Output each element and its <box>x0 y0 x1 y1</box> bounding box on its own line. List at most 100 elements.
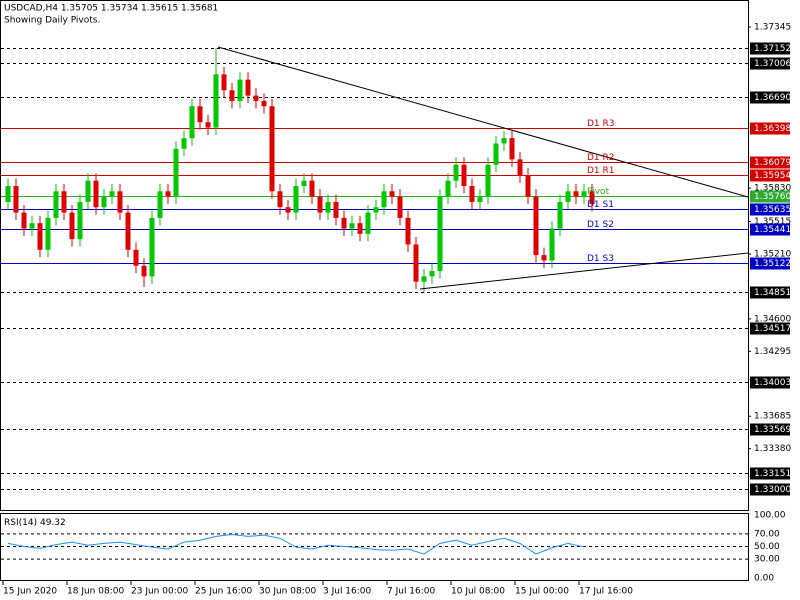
candle-body <box>93 180 99 208</box>
y-tick-label: 1.35830 <box>754 184 791 194</box>
x-tick-label: 30 Jun 08:00 <box>259 587 316 597</box>
level-price-box <box>750 483 790 496</box>
candle-body <box>589 191 595 205</box>
x-tick-label: 17 Jul 16:00 <box>579 587 633 597</box>
candle-body <box>501 138 507 144</box>
symbol-line: USDCAD,H4 1.35705 1.35734 1.35615 1.3568… <box>4 4 218 14</box>
candle-body <box>45 217 51 250</box>
candle-body <box>197 106 203 123</box>
trend-line <box>419 252 749 290</box>
candle-body <box>61 191 67 213</box>
rsi-tick-label: 100.00 <box>754 511 786 521</box>
level-price-box <box>750 190 790 203</box>
candle-body <box>389 191 395 197</box>
pivot-label: D1 R1 <box>587 166 615 176</box>
candle-body <box>445 180 451 197</box>
level-price-label: 1.35122 <box>754 259 791 269</box>
level-price-box <box>750 322 790 335</box>
level-price-label: 1.34517 <box>754 324 791 334</box>
rsi-line <box>7 534 585 555</box>
y-tick-label: 1.33685 <box>754 412 791 422</box>
candle-body <box>309 180 315 197</box>
pivot-label: D1 R3 <box>587 119 615 129</box>
level-price-box <box>750 42 790 55</box>
candle-body <box>573 191 579 197</box>
level-price-label: 1.35635 <box>754 205 791 215</box>
level-price-label: 1.35760 <box>754 192 791 202</box>
candle-body <box>77 201 83 240</box>
candle-body <box>13 185 19 213</box>
level-price-box <box>750 423 790 436</box>
y-tick-label: 1.37345 <box>754 23 791 33</box>
y-tick-label: 1.34295 <box>754 347 791 357</box>
pivot-label: Pivot <box>587 187 610 197</box>
level-price-label: 1.37152 <box>754 44 791 54</box>
level-price-box <box>750 57 790 70</box>
level-price-box <box>750 257 790 270</box>
candle-body <box>173 148 179 197</box>
level-price-label: 1.37006 <box>754 59 791 69</box>
y-tick-label: 1.35210 <box>754 250 791 260</box>
candle-body <box>293 185 299 213</box>
candle-body <box>461 164 467 186</box>
candle-body <box>285 207 291 213</box>
candle-body <box>109 191 115 197</box>
candle-body <box>485 164 491 197</box>
candle-body <box>541 255 547 261</box>
x-tick-label: 7 Jul 16:00 <box>387 587 436 597</box>
candle-body <box>565 191 571 202</box>
candle-body <box>117 191 123 213</box>
level-price-label: 1.33000 <box>754 485 791 495</box>
candle-body <box>357 223 363 234</box>
x-tick-label: 18 Jun 08:00 <box>67 587 124 597</box>
rsi-panel-frame <box>0 513 749 581</box>
rsi-label: RSI(14) 49.32 <box>4 518 66 528</box>
candle-body <box>205 122 211 128</box>
pivot-label: D1 S2 <box>587 220 614 230</box>
candle-body <box>53 191 59 218</box>
pivot-label: D1 R2 <box>587 153 615 163</box>
pivot-label: D1 S1 <box>587 200 614 210</box>
candle-body <box>141 265 147 277</box>
rsi-tick-label: 70.00 <box>754 529 780 539</box>
candle-body <box>269 106 275 192</box>
candle-body <box>533 196 539 256</box>
level-price-label: 1.36398 <box>754 124 791 134</box>
candle-body <box>429 271 435 277</box>
candle-body <box>165 191 171 197</box>
candle-body <box>341 217 347 229</box>
level-price-label: 1.35441 <box>754 225 791 235</box>
trend-line <box>217 46 749 198</box>
pivot-label: D1 S3 <box>587 254 614 264</box>
level-price-label: 1.33569 <box>754 425 791 435</box>
candle-body <box>509 138 515 160</box>
y-tick-label: 1.33380 <box>754 444 791 454</box>
candle-body <box>349 223 355 229</box>
candle-body <box>453 164 459 181</box>
candle-body <box>245 79 251 96</box>
candle-body <box>101 196 107 208</box>
level-price-box <box>750 376 790 389</box>
level-price-box <box>750 156 790 169</box>
candle-body <box>125 212 131 250</box>
level-price-label: 1.34851 <box>754 288 791 298</box>
candle-body <box>5 185 11 202</box>
rsi-tick-label: 50.00 <box>754 542 780 552</box>
candle-body <box>517 159 523 176</box>
candle-body <box>581 191 587 197</box>
level-price-box <box>750 223 790 236</box>
candle-body <box>325 201 331 213</box>
candle-body <box>253 95 259 101</box>
candle-body <box>405 217 411 245</box>
rsi-tick-label: 0.00 <box>754 574 774 584</box>
candle-body <box>37 223 43 250</box>
candle-body <box>277 191 283 208</box>
candle-body <box>237 79 243 101</box>
candle-body <box>381 191 387 208</box>
candle-body <box>229 90 235 101</box>
level-price-box <box>750 203 790 216</box>
level-price-box <box>750 286 790 299</box>
x-tick-label: 25 Jun 16:00 <box>195 587 252 597</box>
candle-body <box>365 212 371 234</box>
candle-body <box>549 228 555 261</box>
